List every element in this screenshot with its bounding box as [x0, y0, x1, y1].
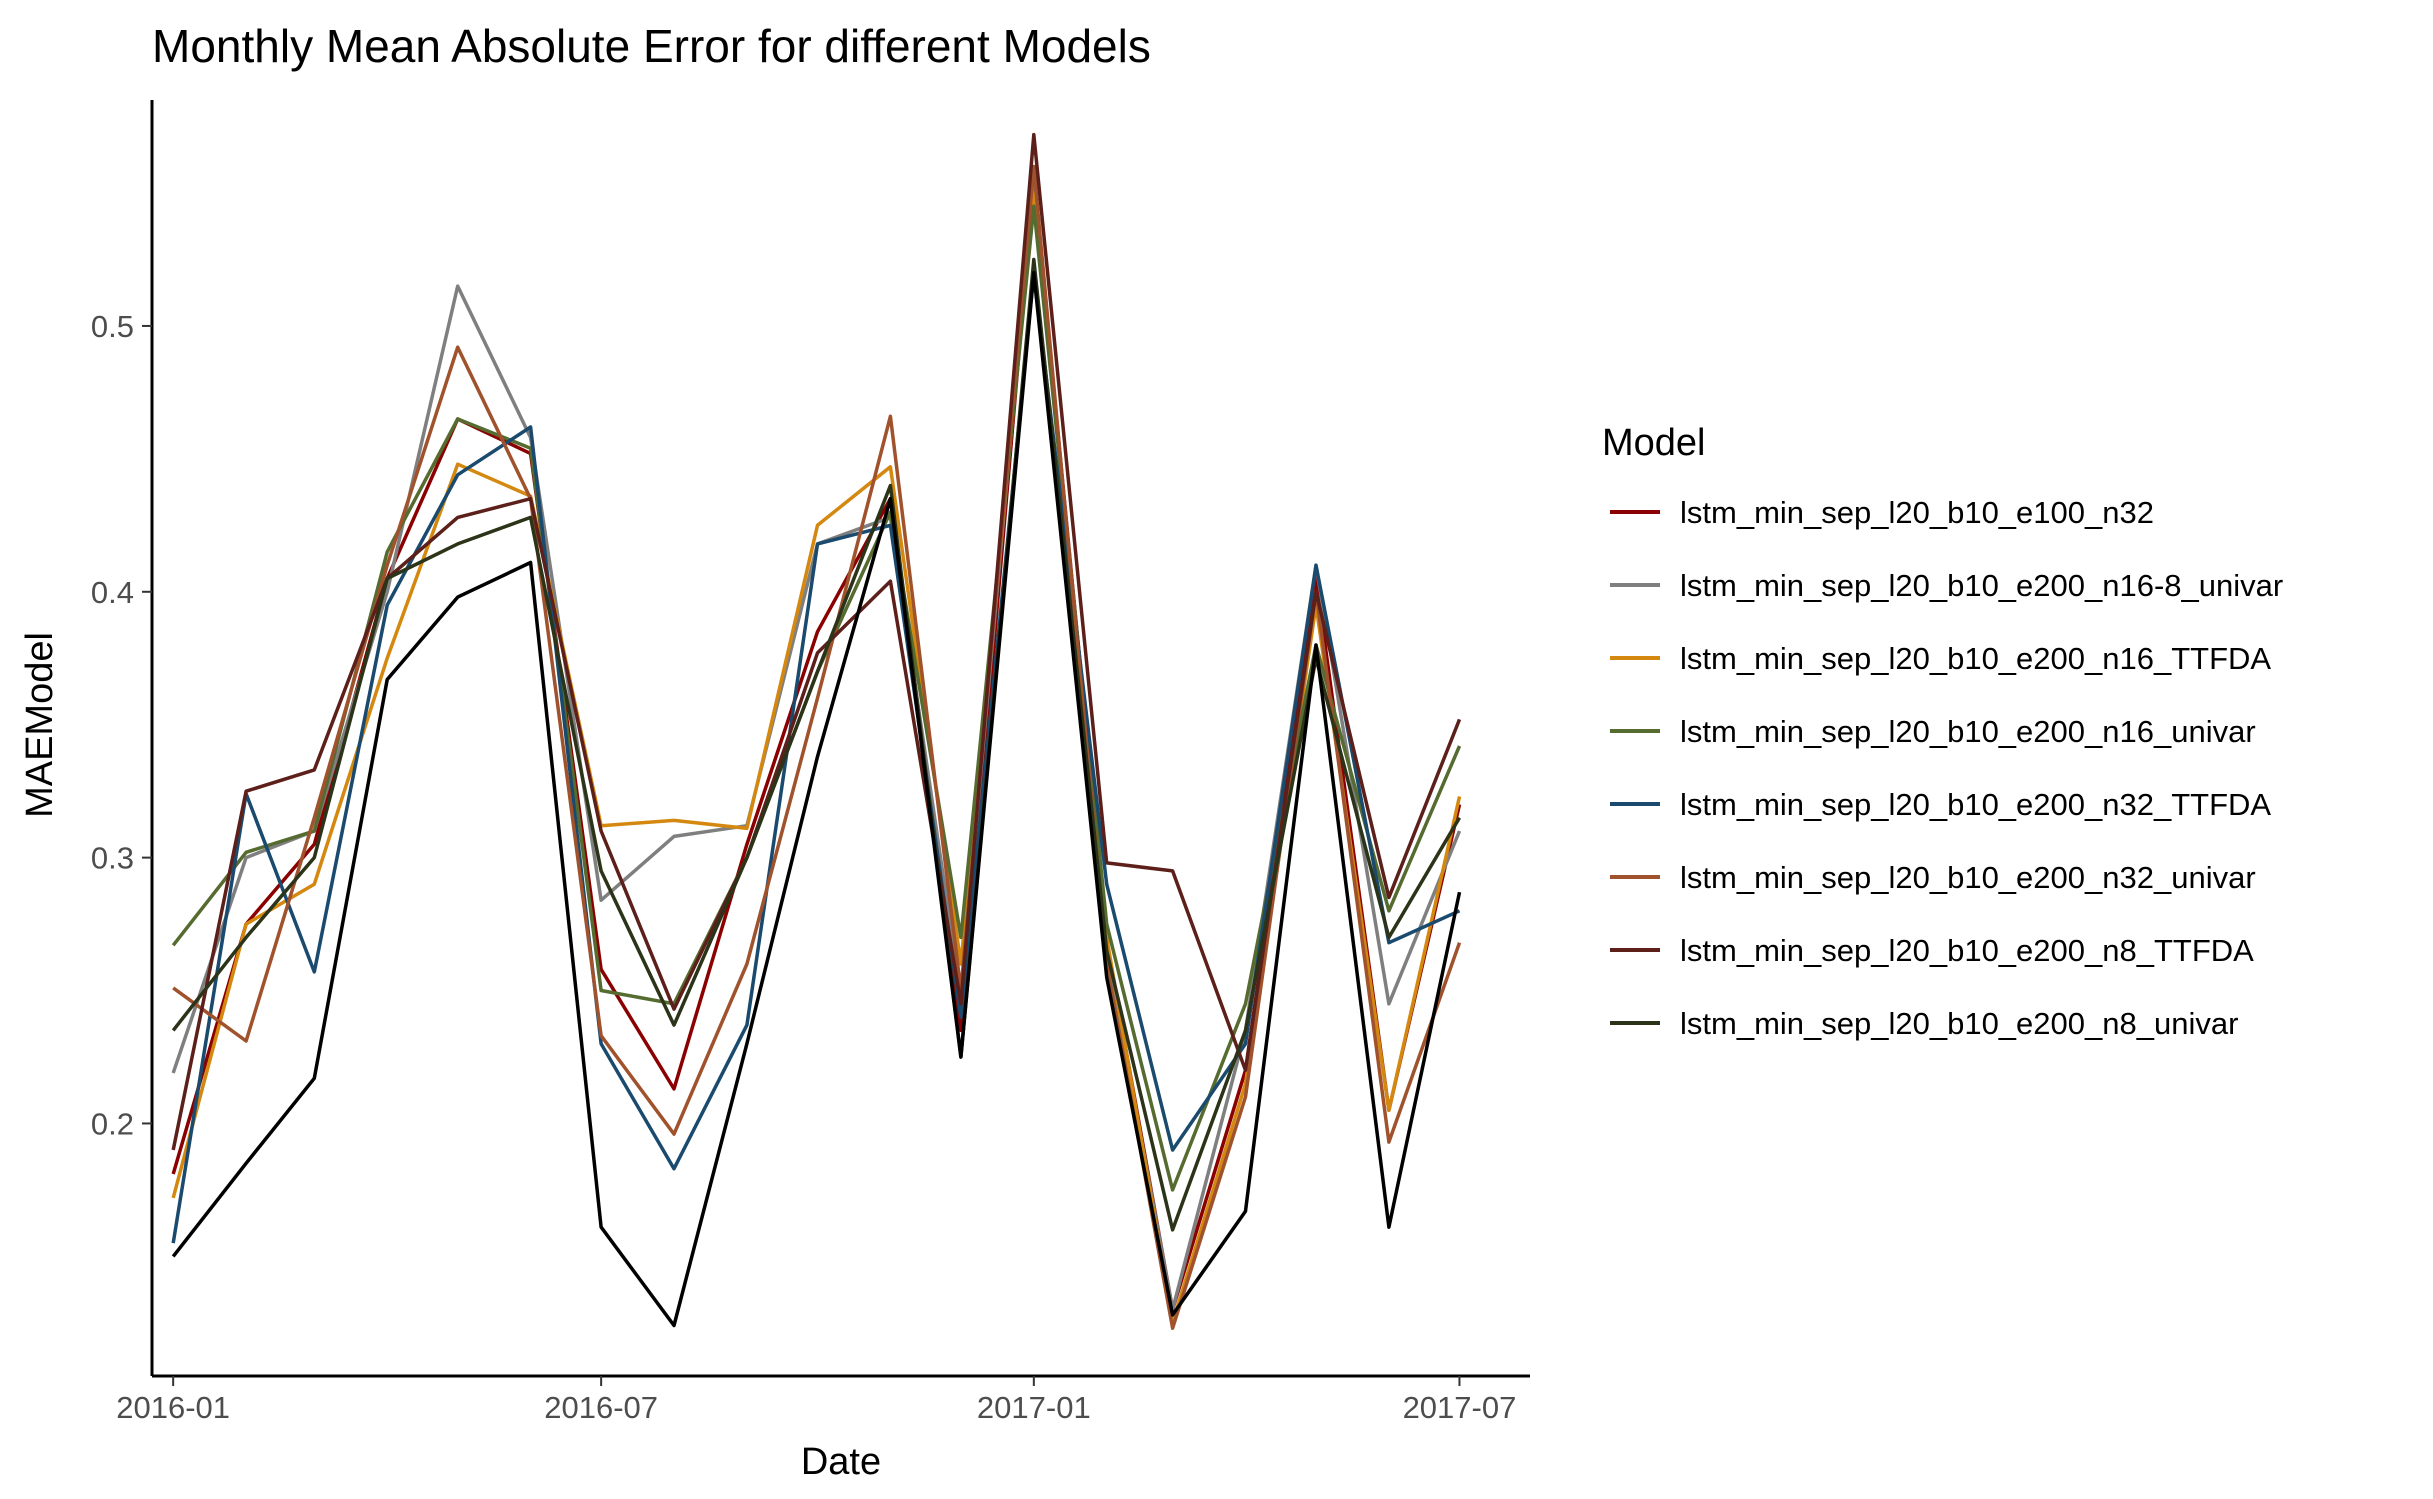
legend-item: lstm_min_sep_l20_b10_e200_n8_TTFDA [1610, 933, 2254, 968]
legend-label: lstm_min_sep_l20_b10_e200_n16_univar [1680, 714, 2256, 749]
series-line-lstm_min_sep_l20_b10_e200_n16-8_univar [171, 177, 1462, 1312]
x-tick-label: 2017-07 [1403, 1390, 1517, 1425]
legend-item: lstm_min_sep_l20_b10_e200_n32_TTFDA [1610, 787, 2271, 822]
legend-item: lstm_min_sep_l20_b10_e100_n32 [1610, 495, 2154, 530]
legend-label: lstm_min_sep_l20_b10_e200_n32_TTFDA [1680, 787, 2271, 822]
y-tick-label: 0.2 [91, 1106, 134, 1141]
legend-item: lstm_min_sep_l20_b10_e200_n32_univar [1610, 860, 2256, 895]
x-axis-ticks: 2016-01 2016-07 2017-01 2017-07 [116, 1376, 1516, 1425]
legend-item: lstm_min_sep_l20_b10_e200_n8_univar [1610, 1006, 2238, 1041]
series-lines [171, 132, 1462, 1330]
chart-title: Monthly Mean Absolute Error for differen… [152, 20, 1151, 72]
legend-label: lstm_min_sep_l20_b10_e100_n32 [1680, 495, 2154, 530]
series-line-8 [171, 271, 1462, 1328]
axes: 2016-01 2016-07 2017-01 2017-07 0.20.30.40.… [91, 100, 1530, 1425]
legend-label: lstm_min_sep_l20_b10_e200_n32_univar [1680, 860, 2256, 895]
legend-item: lstm_min_sep_l20_b10_e200_n16_TTFDA [1610, 641, 2271, 676]
x-axis-title: Date [801, 1441, 881, 1483]
legend-title: Model [1602, 422, 1706, 464]
series-line-lstm_min_sep_l20_b10_e200_n8_univar [171, 257, 1462, 1232]
series-line-lstm_min_sep_l20_b10_e200_n32_TTFDA [171, 271, 1461, 1244]
y-tick-label: 0.3 [91, 841, 134, 876]
series-line-lstm_min_sep_l20_b10_e200_n32_univar [172, 164, 1462, 1330]
y-axis-ticks: 0.2 0.3 0.4 0.5 [91, 309, 152, 1141]
y-tick-label: 0.4 [91, 575, 134, 610]
x-tick-label: 2016-01 [116, 1390, 230, 1425]
y-tick-label: 0.5 [91, 309, 134, 344]
legend-items: lstm_min_sep_l20_b10_e100_n32 lstm_min_se… [1610, 495, 2283, 1041]
y-axis-title: MAEModel [19, 632, 61, 818]
legend-item: lstm_min_sep_l20_b10_e200_n16_univar [1610, 714, 2256, 749]
series-line-lstm_min_sep_l20_b10_e200_n16_TTFDA [171, 191, 1462, 1325]
legend-label: lstm_min_sep_l20_b10_e200_n8_univar [1680, 1006, 2238, 1041]
x-tick-label: 2017-01 [977, 1390, 1091, 1425]
legend: Model lstm_min_sep_l20_b10_e100_n32lstm_… [1602, 422, 2283, 1041]
legend-item: lstm_min_sep_l20_b10_e200_n16-8_univar [1610, 568, 2283, 603]
legend-label: lstm_min_sep_l20_b10_e200_n16_TTFDA [1680, 641, 2271, 676]
legend-label: lstm_min_sep_l20_b10_e200_n16-8_univar [1680, 568, 2283, 603]
series-line-lstm_min_sep_l20_b10_e100_n32 [171, 177, 1462, 1312]
x-tick-label: 2016-07 [544, 1390, 658, 1425]
legend-label: lstm_min_sep_l20_b10_e200_n8_TTFDA [1680, 933, 2254, 968]
